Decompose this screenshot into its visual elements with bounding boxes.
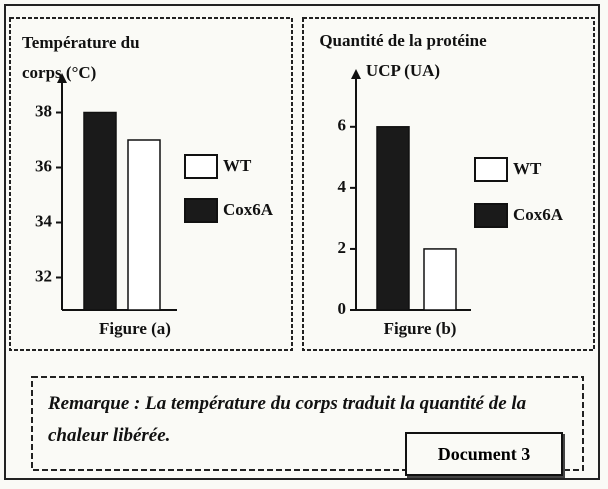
y-tick-label: 4 [338, 177, 347, 196]
outer-frame [4, 4, 600, 480]
y-tick-label: 34 [35, 211, 53, 230]
legend-label: Cox6A [223, 200, 274, 219]
y-tick-label: 0 [338, 299, 347, 318]
document-label: Document 3 [405, 432, 563, 476]
y-axis-title: Quantité de la protéine UCP (UA) [319, 31, 487, 80]
y-tick-label: 36 [35, 156, 52, 175]
x-axis-title: Figure (b) [384, 319, 457, 338]
bar [423, 248, 457, 311]
axis-arrow [57, 73, 67, 83]
y-tick-label: 38 [35, 101, 52, 120]
bar [83, 111, 117, 311]
legend-label: Cox6A [513, 205, 564, 224]
y-tick-label: 32 [35, 266, 52, 285]
legend-swatch [474, 203, 508, 228]
legend-label: WT [513, 159, 542, 178]
axis-arrow [351, 69, 361, 79]
y-tick-label: 6 [338, 116, 347, 135]
panel-a [9, 17, 293, 351]
legend-label: WT [223, 156, 252, 175]
bar [127, 139, 161, 311]
legend-swatch [184, 154, 218, 179]
x-axis-title: Figure (a) [99, 319, 171, 338]
legend-swatch [184, 198, 218, 223]
remark: Remarque : La température du corps tradu… [48, 393, 527, 446]
bar [376, 126, 410, 311]
y-tick-label: 2 [338, 238, 347, 257]
legend-swatch [474, 157, 508, 182]
panel-b [302, 17, 595, 351]
y-axis-title: Température du corps (°C) [22, 33, 140, 82]
remark-box [31, 376, 584, 471]
